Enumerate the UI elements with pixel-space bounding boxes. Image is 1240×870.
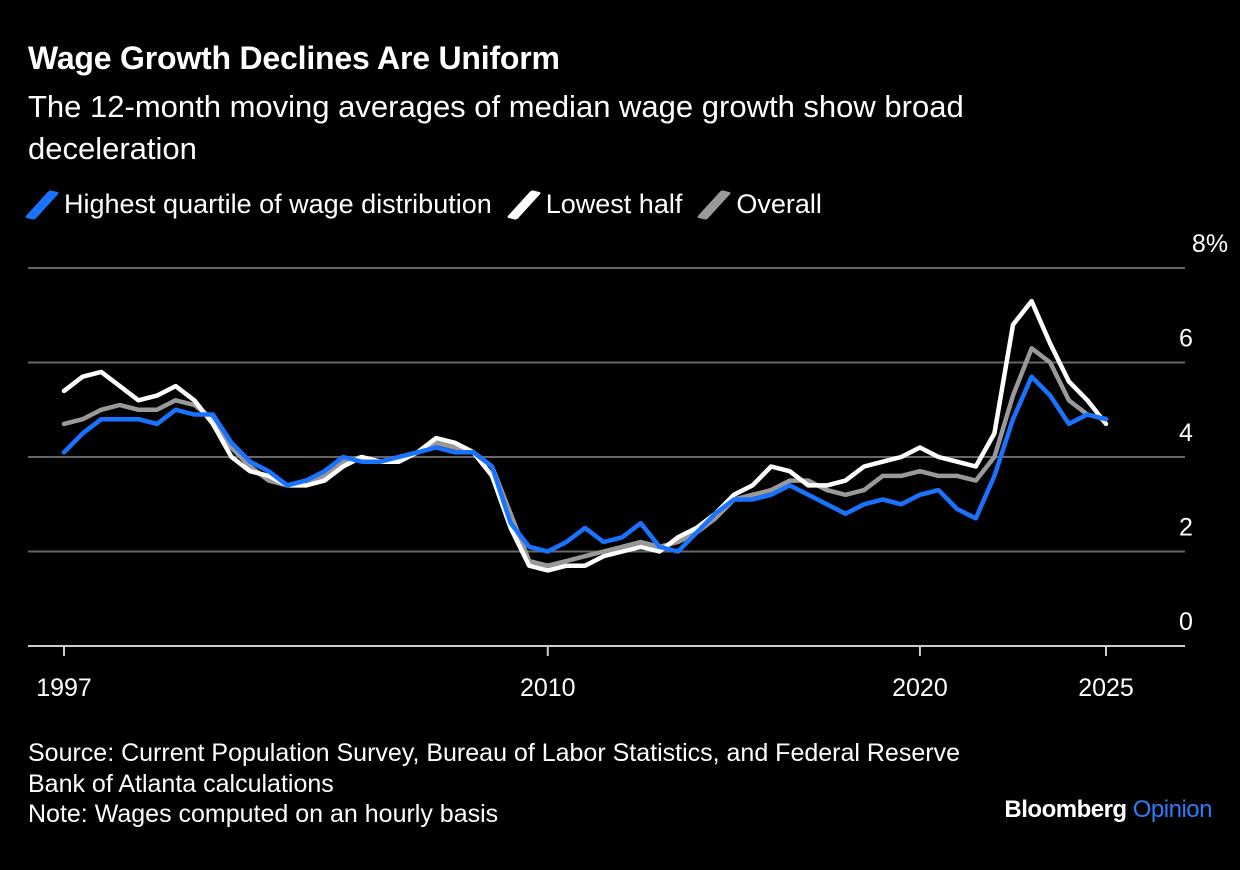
legend-label-overall: Overall [736, 189, 822, 219]
series-line-lowest-half [61, 298, 1109, 573]
y-tick-label: 0 [1179, 608, 1193, 636]
brand-product: Opinion [1132, 796, 1213, 823]
chart-title: Wage Growth Declines Are Uniform [28, 40, 560, 76]
legend-item-highest: Highest quartile of wage distribution [24, 189, 492, 220]
chart-subtitle: The 12-month moving averages of median w… [28, 89, 964, 166]
x-tick-label: 2020 [892, 674, 948, 702]
x-tick-label: 2010 [520, 674, 576, 702]
y-tick-label: 4 [1179, 419, 1193, 447]
legend: Highest quartile of wage distribution Lo… [24, 189, 840, 220]
series-line-overall [61, 346, 1109, 568]
source-note: Source: Current Population Survey, Burea… [28, 739, 960, 798]
x-axis: 1997 2010 2020 2025 [36, 646, 1134, 702]
x-tick-label: 1997 [36, 674, 92, 702]
legend-item-overall: Overall [696, 189, 822, 220]
brand-logo: Bloomberg Opinion [1004, 796, 1212, 824]
y-tick-label: 2 [1179, 514, 1193, 542]
series-lines [61, 298, 1109, 573]
footnote: Note: Wages computed on an hourly basis [28, 800, 499, 828]
y-tick-label: 6 [1179, 325, 1193, 353]
x-tick-label: 2025 [1078, 674, 1134, 702]
legend-label-lowest: Lowest half [545, 189, 683, 219]
brand-name: Bloomberg [1004, 796, 1127, 823]
y-tick-label: 8% [1192, 230, 1228, 258]
legend-item-lowest: Lowest half [506, 189, 683, 220]
y-axis-ticks: 0 2 4 6 8% [1179, 230, 1228, 636]
legend-label-highest: Highest quartile of wage distribution [64, 189, 492, 219]
series-line-highest-quartile [61, 374, 1109, 554]
